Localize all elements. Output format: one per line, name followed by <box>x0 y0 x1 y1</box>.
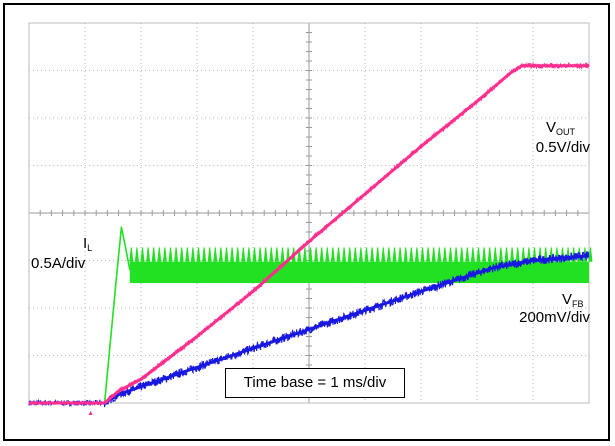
grid-border <box>28 22 590 404</box>
il-ripple-spikes <box>129 247 593 262</box>
il-ripple-band <box>129 261 590 284</box>
vfb-scale: 200mV/div <box>519 309 590 326</box>
vout-scale: 0.5V/div <box>535 139 590 156</box>
vfb-label: VFB <box>562 291 584 313</box>
trigger-marker <box>88 411 93 415</box>
il-label-sub: L <box>87 243 93 253</box>
il-trace-rise <box>29 226 131 404</box>
vout-label-main: V <box>546 119 557 136</box>
vfb-label-main: V <box>562 291 573 308</box>
il-label-main: I <box>83 235 88 252</box>
vout-trace-core <box>29 64 589 405</box>
scope-frame: IL 0.5A/div VOUT 0.5V/div VFB 200mV/div … <box>3 3 610 441</box>
il-label: IL <box>83 235 92 257</box>
vout-label: VOUT <box>546 119 575 141</box>
vfb-label-sub: FB <box>572 299 584 309</box>
il-scale: 0.5A/div <box>31 255 86 272</box>
oscilloscope-plot <box>28 22 593 415</box>
time-base-box: Time base = 1 ms/div <box>225 368 405 398</box>
vout-label-sub: OUT <box>556 127 576 137</box>
